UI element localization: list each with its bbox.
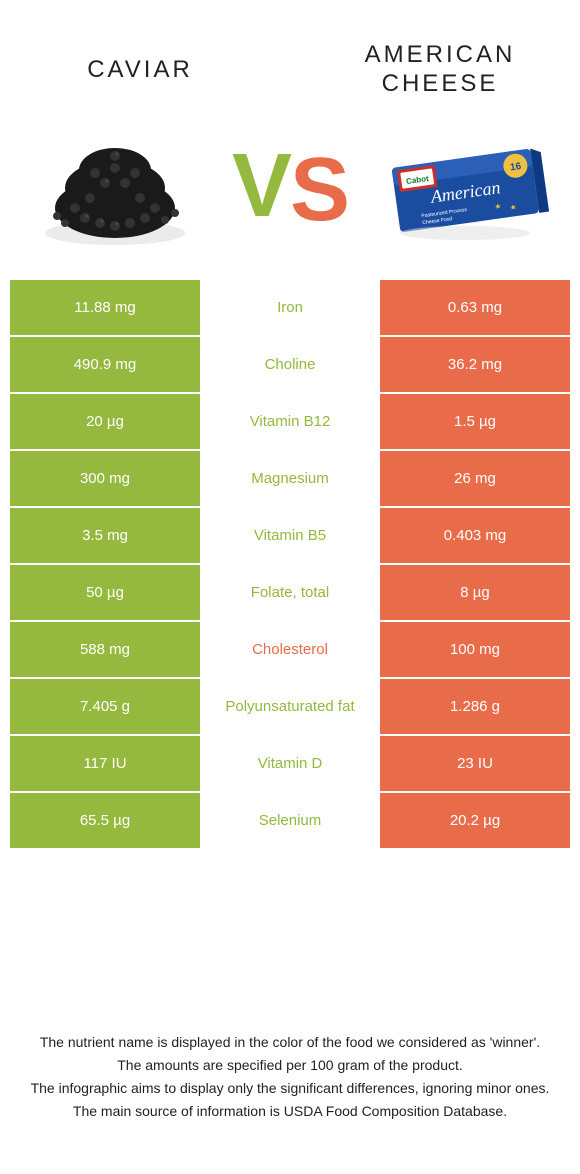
cell-left-value: 490.9 mg [10,337,200,392]
footer-line-2: The amounts are specified per 100 gram o… [30,1055,550,1076]
table-row: 588 mgCholesterol100 mg [10,622,570,677]
cell-nutrient-name: Selenium [200,793,380,848]
table-row: 490.9 mgCholine36.2 mg [10,337,570,392]
cell-right-value: 36.2 mg [380,337,570,392]
cell-nutrient-name: Choline [200,337,380,392]
infographic-container: CAVIAR AMERICAN CHEESE [0,0,580,1174]
image-row: VS Cabot American 16 Pasteurized Process… [0,120,580,280]
caviar-icon [35,128,195,248]
cheese-box-icon: Cabot American 16 Pasteurized Process Ch… [380,133,550,243]
cell-left-value: 7.405 g [10,679,200,734]
cell-nutrient-name: Iron [200,280,380,335]
table-row: 50 µgFolate, total8 µg [10,565,570,620]
table-row: 7.405 gPolyunsaturated fat1.286 g [10,679,570,734]
table-row: 11.88 mgIron0.63 mg [10,280,570,335]
cell-right-value: 20.2 µg [380,793,570,848]
footer-line-4: The main source of information is USDA F… [30,1101,550,1122]
title-right-line2: CHEESE [382,70,499,97]
cell-left-value: 65.5 µg [10,793,200,848]
cell-right-value: 8 µg [380,565,570,620]
cell-right-value: 100 mg [380,622,570,677]
cell-left-value: 20 µg [10,394,200,449]
title-left: CAVIAR [40,56,240,85]
cell-right-value: 26 mg [380,451,570,506]
vs-s: S [290,145,348,235]
cell-left-value: 11.88 mg [10,280,200,335]
cell-nutrient-name: Vitamin D [200,736,380,791]
title-right: AMERICAN CHEESE [340,41,540,99]
footer-line-3: The infographic aims to display only the… [30,1078,550,1099]
cell-right-value: 1.286 g [380,679,570,734]
cell-left-value: 50 µg [10,565,200,620]
cell-nutrient-name: Folate, total [200,565,380,620]
cell-nutrient-name: Polyunsaturated fat [200,679,380,734]
header-row: CAVIAR AMERICAN CHEESE [0,0,580,120]
nutrient-table: 11.88 mgIron0.63 mg490.9 mgCholine36.2 m… [10,280,570,848]
table-row: 65.5 µgSelenium20.2 µg [10,793,570,848]
cell-right-value: 0.63 mg [380,280,570,335]
table-row: 117 IUVitamin D23 IU [10,736,570,791]
footer-line-1: The nutrient name is displayed in the co… [30,1032,550,1053]
title-right-line1: AMERICAN [365,41,516,68]
cell-left-value: 117 IU [10,736,200,791]
cell-right-value: 23 IU [380,736,570,791]
cell-left-value: 300 mg [10,451,200,506]
vs-label: VS [232,143,348,233]
cell-right-value: 0.403 mg [380,508,570,563]
cell-nutrient-name: Cholesterol [200,622,380,677]
cell-nutrient-name: Vitamin B5 [200,508,380,563]
table-row: 3.5 mgVitamin B50.403 mg [10,508,570,563]
table-row: 20 µgVitamin B121.5 µg [10,394,570,449]
cell-left-value: 588 mg [10,622,200,677]
cheese-image: Cabot American 16 Pasteurized Process Ch… [380,123,550,253]
footer-notes: The nutrient name is displayed in the co… [30,1032,550,1124]
cell-left-value: 3.5 mg [10,508,200,563]
svg-text:16: 16 [509,160,522,173]
vs-v: V [232,141,290,231]
cell-nutrient-name: Vitamin B12 [200,394,380,449]
cell-nutrient-name: Magnesium [200,451,380,506]
table-row: 300 mgMagnesium26 mg [10,451,570,506]
caviar-image [30,123,200,253]
cell-right-value: 1.5 µg [380,394,570,449]
